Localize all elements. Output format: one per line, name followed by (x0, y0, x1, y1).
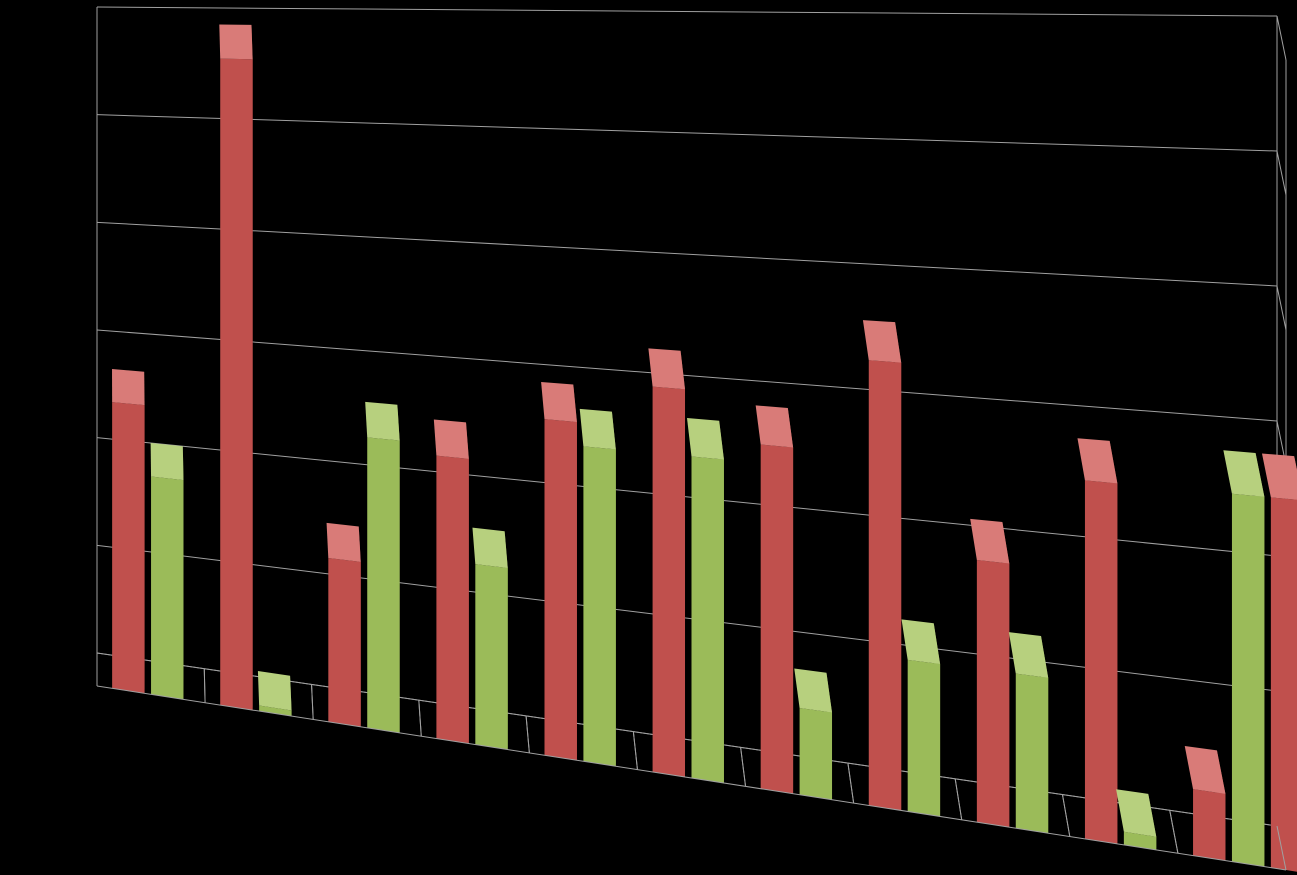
bar-series-a-8 (970, 519, 1009, 827)
bar-series-a-0 (112, 369, 145, 693)
bar-series-a-2 (327, 523, 361, 727)
bar-series-a-9 (1077, 438, 1117, 844)
bar-series-a-7 (863, 320, 901, 810)
bar-series-b-8 (1009, 632, 1048, 833)
bar-series-b-5 (687, 418, 724, 783)
bar-series-a-3 (434, 419, 469, 743)
bar-series-a-5 (648, 348, 685, 777)
bar-chart-3d (0, 0, 1297, 875)
bar-series-b-3 (472, 528, 507, 750)
bar-series-a-10 (1185, 746, 1226, 861)
bar-series-a-4 (541, 382, 577, 760)
bar-series-b-1 (258, 671, 292, 716)
bar-series-b-4 (580, 409, 616, 766)
bar-series-a-1 (219, 25, 252, 711)
bar-series-a-6 (756, 405, 793, 793)
bar-series-b-2 (365, 402, 399, 733)
bar-series-b-10 (1223, 450, 1264, 866)
bar-series-b-7 (902, 619, 941, 816)
bar-series-b-0 (151, 443, 184, 699)
bar-series-b-9 (1116, 789, 1156, 850)
bar-series-c-10 (1262, 454, 1297, 873)
bar-series-b-6 (794, 669, 832, 800)
bars-layer (112, 25, 1297, 875)
